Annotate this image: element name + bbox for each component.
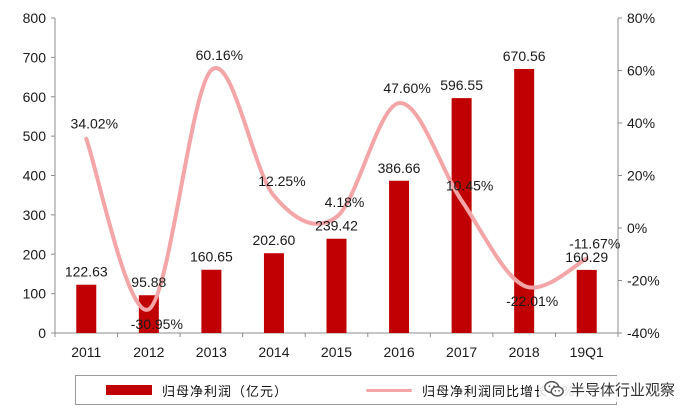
left-tick-label: 400 [23, 168, 47, 184]
x-tick-label: 2011 [71, 344, 101, 360]
growth-value-label: 60.16% [196, 47, 243, 63]
legend-line-swatch [366, 388, 412, 392]
right-tick-label: -40% [627, 325, 660, 341]
chart-canvas: 0 100 200 300 400 500 600 700 800 -40% -20% 0% 20% 40… [23, 10, 660, 360]
legend-bar-swatch [106, 385, 152, 395]
watermark: 半导体行业观察 [538, 376, 679, 402]
legend: 归母净利润（亿元） 归母净利润同比增长（%） [75, 375, 617, 405]
bar-value-label: 160.29 [565, 249, 608, 265]
watermark-text: 半导体行业观察 [569, 380, 675, 399]
growth-value-label: 12.25% [258, 173, 305, 189]
bar-series [76, 68, 597, 334]
bar [326, 238, 347, 333]
axes: 0 100 200 300 400 500 600 700 800 -40% -20% 0% 20% 40… [23, 10, 660, 360]
growth-line [84, 66, 589, 312]
left-tick-label: 600 [23, 89, 47, 105]
bar-value-label: 160.65 [190, 249, 233, 265]
growth-value-label: 4.18% [325, 194, 365, 210]
bar-value-label: 202.60 [253, 232, 296, 248]
growth-value-label: 47.60% [383, 80, 430, 96]
bar-value-label: 386.66 [378, 160, 421, 176]
bar-value-label: 95.88 [131, 274, 166, 290]
left-tick-label: 200 [23, 246, 47, 262]
left-tick-label: 700 [23, 49, 47, 65]
right-tick-label: 80% [627, 10, 655, 26]
bar [514, 68, 535, 333]
growth-value-label: 10.45% [446, 178, 493, 194]
left-tick-label: 800 [23, 10, 47, 26]
left-tick-label: 300 [23, 207, 47, 223]
growth-value-label: 34.02% [71, 116, 118, 132]
bar [263, 253, 284, 333]
bar [76, 284, 97, 333]
legend-item-profit: 归母净利润（亿元） [106, 376, 288, 404]
x-tick-label: 19Q1 [570, 344, 604, 360]
left-tick-label: 0 [38, 325, 46, 341]
bar [389, 180, 410, 333]
bar-value-label: 239.42 [315, 218, 358, 234]
growth-value-label: -22.01% [506, 293, 558, 309]
x-tick-label: 2016 [383, 344, 414, 360]
growth-line-series [84, 66, 589, 312]
x-tick-label: 2014 [258, 344, 289, 360]
data-labels: 122.63 95.88 160.65 202.60 239.42 386.66 596.5… [65, 47, 620, 332]
right-tick-label: 40% [627, 115, 655, 131]
legend-label-profit: 归母净利润（亿元） [162, 384, 289, 400]
x-tick-label: 2012 [133, 344, 164, 360]
wechat-icon [544, 380, 564, 397]
bar [451, 98, 472, 334]
growth-value-label: -11.67% [569, 236, 620, 252]
right-tick-label: 0% [627, 220, 647, 236]
right-tick-label: -20% [627, 273, 660, 289]
bar [576, 269, 597, 333]
bar-value-label: 670.56 [503, 48, 546, 64]
growth-value-label: -30.95% [131, 316, 183, 332]
right-tick-label: 20% [627, 168, 655, 184]
left-tick-label: 100 [23, 286, 47, 302]
bar-value-label: 122.63 [65, 264, 108, 280]
bar [201, 269, 222, 333]
x-tick-label: 2013 [196, 344, 227, 360]
x-tick-label: 2018 [509, 344, 540, 360]
left-tick-label: 500 [23, 128, 47, 144]
bar-value-label: 596.55 [440, 77, 483, 93]
right-tick-label: 60% [627, 63, 655, 79]
x-tick-label: 2015 [321, 344, 352, 360]
x-tick-label: 2017 [446, 344, 477, 360]
